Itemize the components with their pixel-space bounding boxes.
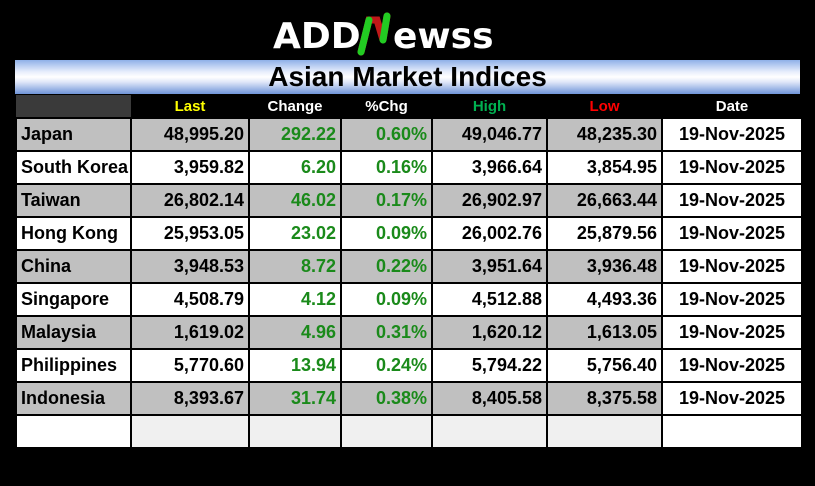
cell-low: 8,375.58	[546, 381, 663, 416]
cell-pct: 0.24%	[340, 348, 433, 383]
empty-cell	[340, 414, 433, 449]
cell-name: Indonesia	[15, 381, 132, 416]
cell-change: 4.96	[248, 315, 342, 350]
cell-change: 292.22	[248, 117, 342, 152]
cell-date: 19-Nov-2025	[661, 183, 803, 218]
cell-name: Japan	[15, 117, 132, 152]
cell-date: 19-Nov-2025	[661, 117, 803, 152]
cell-date: 19-Nov-2025	[661, 249, 803, 284]
cell-pct: 0.09%	[340, 282, 433, 317]
column-header-low: Low	[547, 95, 662, 118]
cell-low: 48,235.30	[546, 117, 663, 152]
cell-last: 48,995.20	[130, 117, 250, 152]
cell-change: 13.94	[248, 348, 342, 383]
table-row: Japan 48,995.20 292.22 0.60% 49,046.77 48,235…	[15, 117, 803, 152]
cell-pct: 0.17%	[340, 183, 433, 218]
cell-date: 19-Nov-2025	[661, 315, 803, 350]
column-header-change: Change	[249, 95, 341, 118]
cell-date: 19-Nov-2025	[661, 348, 803, 383]
cell-name: Taiwan	[15, 183, 132, 218]
cell-high: 49,046.77	[431, 117, 548, 152]
cell-name: Singapore	[15, 282, 132, 317]
table-row: Taiwan 26,802.14 46.02 0.17% 26,902.97 26,663…	[15, 183, 803, 218]
cell-high: 26,002.76	[431, 216, 548, 251]
empty-cell	[15, 414, 132, 449]
cell-high: 8,405.58	[431, 381, 548, 416]
cell-last: 1,619.02	[130, 315, 250, 350]
table-row: Hong Kong 25,953.05 23.02 0.09% 26,002.76 25,…	[15, 216, 803, 251]
cell-date: 19-Nov-2025	[661, 150, 803, 185]
cell-name: South Korea	[15, 150, 132, 185]
cell-change: 4.12	[248, 282, 342, 317]
cell-high: 3,966.64	[431, 150, 548, 185]
page-title: Asian Market Indices	[15, 60, 800, 94]
cell-high: 4,512.88	[431, 282, 548, 317]
table-row: China 3,948.53 8.72 0.22% 3,951.64 3,936.48 19…	[15, 249, 803, 284]
header-row: Last Change %Chg High Low Date	[16, 95, 802, 118]
cell-high: 1,620.12	[431, 315, 548, 350]
cell-pct: 0.31%	[340, 315, 433, 350]
cell-pct: 0.38%	[340, 381, 433, 416]
cell-name: China	[15, 249, 132, 284]
cell-last: 3,959.82	[130, 150, 250, 185]
cell-change: 8.72	[248, 249, 342, 284]
cell-low: 25,879.56	[546, 216, 663, 251]
cell-change: 6.20	[248, 150, 342, 185]
column-header-high: High	[432, 95, 547, 118]
cell-change: 46.02	[248, 183, 342, 218]
cell-low: 4,493.36	[546, 282, 663, 317]
cell-last: 26,802.14	[130, 183, 250, 218]
table-row: Philippines 5,770.60 13.94 0.24% 5,794.22 5,7…	[15, 348, 803, 383]
cell-date: 19-Nov-2025	[661, 216, 803, 251]
cell-date: 19-Nov-2025	[661, 282, 803, 317]
column-header-corner	[16, 95, 131, 118]
cell-name: Hong Kong	[15, 216, 132, 251]
empty-cell	[546, 414, 663, 449]
cell-pct: 0.16%	[340, 150, 433, 185]
market-indices-table: Last Change %Chg High Low Date Japan 48,995.20…	[15, 95, 803, 449]
cell-low: 26,663.44	[546, 183, 663, 218]
cell-high: 26,902.97	[431, 183, 548, 218]
table-row: Singapore 4,508.79 4.12 0.09% 4,512.88 4,493.…	[15, 282, 803, 317]
column-header-pct-change: %Chg	[341, 95, 432, 118]
empty-row	[15, 414, 803, 449]
cell-date: 19-Nov-2025	[661, 381, 803, 416]
svg-text:ewss: ewss	[393, 16, 494, 56]
table-row: South Korea 3,959.82 6.20 0.16% 3,966.64 3,85…	[15, 150, 803, 185]
cell-name: Philippines	[15, 348, 132, 383]
empty-cell	[248, 414, 342, 449]
cell-last: 25,953.05	[130, 216, 250, 251]
cell-last: 3,948.53	[130, 249, 250, 284]
table-row: Malaysia 1,619.02 4.96 0.31% 1,620.12 1,613.0…	[15, 315, 803, 350]
addnewss-logo: ADD ewss	[0, 12, 815, 56]
cell-name: Malaysia	[15, 315, 132, 350]
empty-cell	[130, 414, 250, 449]
table-row: Indonesia 8,393.67 31.74 0.38% 8,405.58 8,375…	[15, 381, 803, 416]
cell-pct: 0.09%	[340, 216, 433, 251]
column-header-last: Last	[131, 95, 249, 118]
column-header-date: Date	[662, 95, 802, 118]
cell-last: 4,508.79	[130, 282, 250, 317]
cell-high: 5,794.22	[431, 348, 548, 383]
cell-low: 5,756.40	[546, 348, 663, 383]
cell-high: 3,951.64	[431, 249, 548, 284]
cell-pct: 0.60%	[340, 117, 433, 152]
cell-change: 31.74	[248, 381, 342, 416]
cell-low: 3,936.48	[546, 249, 663, 284]
empty-cell	[661, 414, 803, 449]
cell-low: 1,613.05	[546, 315, 663, 350]
empty-cell	[431, 414, 548, 449]
cell-low: 3,854.95	[546, 150, 663, 185]
cell-last: 5,770.60	[130, 348, 250, 383]
cell-pct: 0.22%	[340, 249, 433, 284]
svg-text:ADD: ADD	[273, 16, 361, 56]
cell-change: 23.02	[248, 216, 342, 251]
cell-last: 8,393.67	[130, 381, 250, 416]
